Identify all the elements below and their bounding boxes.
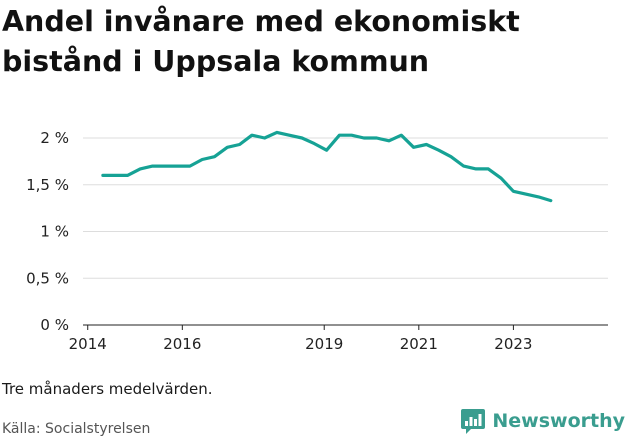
series-layer xyxy=(101,130,553,203)
brand-name: Newsworthy xyxy=(492,410,625,432)
series-line-0 xyxy=(101,130,553,203)
y-tick-label: 1,5 % xyxy=(26,176,69,194)
y-tick-label: 0 % xyxy=(40,316,69,334)
brand-logo: Newsworthy xyxy=(460,408,625,434)
x-tick-label: 2021 xyxy=(400,335,438,353)
y-tick-label: 2 % xyxy=(40,129,69,147)
x-axis: 2014 2016 2019 2021 2023 xyxy=(69,325,532,353)
x-tick-label: 2019 xyxy=(305,335,343,353)
source-text: Källa: Socialstyrelsen xyxy=(2,421,151,437)
x-tick-label: 2016 xyxy=(163,335,201,353)
y-axis: 0 % 0,5 % 1 % 1,5 % 2 % xyxy=(26,129,69,334)
chart-title: Andel invånare med ekonomiskt bistånd i … xyxy=(2,5,520,78)
chart-note: Tre månaders medelvärden. xyxy=(2,380,213,398)
newsworthy-logo-icon xyxy=(461,409,486,434)
x-tick-label: 2014 xyxy=(69,335,107,353)
y-tick-label: 1 % xyxy=(40,223,69,241)
y-tick-label: 0,5 % xyxy=(26,269,69,287)
x-tick-label: 2023 xyxy=(494,335,532,353)
grid-lines xyxy=(83,137,608,326)
